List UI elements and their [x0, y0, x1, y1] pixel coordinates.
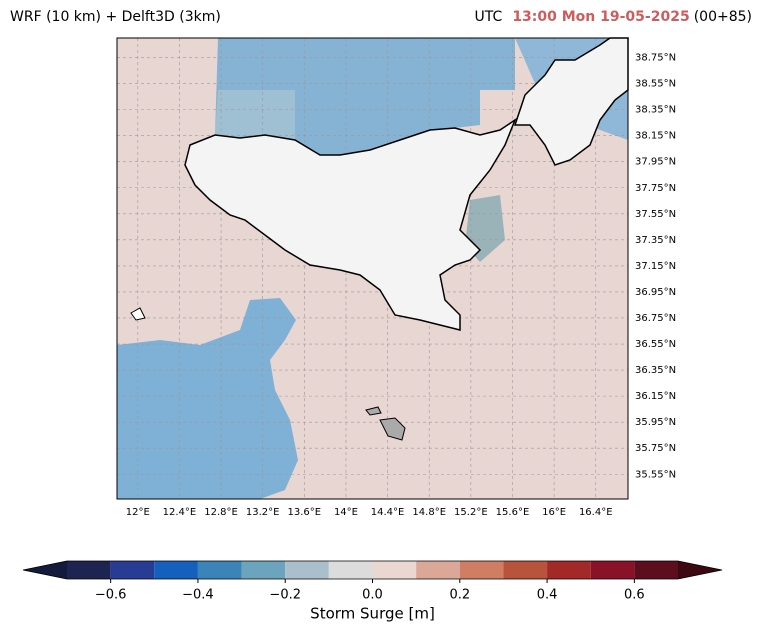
lon-tick-label: 14.8°E	[412, 507, 446, 518]
tz: UTC	[475, 9, 503, 25]
colorbar-bin	[372, 561, 417, 579]
colorbar-tick-label: 0.4	[537, 588, 558, 603]
lat-tick-label: 38.15°N	[635, 131, 676, 142]
colorbar-tick-label: 0.0	[362, 588, 383, 603]
map-frame	[116, 37, 629, 500]
lon-tick-label: 12°E	[126, 507, 150, 518]
lat-tick-label: 37.75°N	[635, 183, 676, 194]
lead: (00+85)	[694, 9, 752, 25]
colorbar-bin	[67, 561, 111, 579]
lat-tick-label: 37.55°N	[635, 209, 676, 220]
colorbar-bin	[634, 561, 678, 579]
lat-tick-label: 35.75°N	[635, 443, 676, 454]
lat-tick-label: 37.15°N	[635, 261, 676, 272]
lat-tick-label: 35.55°N	[635, 469, 676, 480]
colorbar-bin	[590, 561, 635, 579]
lat-tick-label: 36.35°N	[635, 365, 676, 376]
colorbar-bin	[241, 561, 286, 579]
lat-tick-label: 38.35°N	[635, 105, 676, 116]
gozo	[365, 406, 382, 416]
lon-tick-label: 16°E	[542, 507, 566, 518]
lon-tick-label: 15.6°E	[496, 507, 530, 518]
lat-tick-label: 38.75°N	[635, 53, 676, 64]
colorbar-bin	[328, 561, 373, 579]
colorbar-bin	[110, 561, 155, 579]
malta	[379, 417, 406, 441]
colorbar-frame	[22, 560, 723, 580]
lat-tick-label: 35.95°N	[635, 417, 676, 428]
colorbar-bin	[197, 561, 242, 579]
colorbar-label: Storm Surge [m]	[310, 605, 435, 623]
colorbar-tick-label: −0.6	[95, 588, 127, 603]
surge-patch	[215, 90, 295, 140]
lon-tick-label: 12.4°E	[163, 507, 197, 518]
colorbar-under	[23, 561, 67, 579]
lat-tick-label: 36.15°N	[635, 391, 676, 402]
lon-tick-label: 14°E	[334, 507, 358, 518]
lon-tick-label: 13.2°E	[246, 507, 280, 518]
lon-tick-label: 15.2°E	[454, 507, 488, 518]
colorbar-over	[678, 561, 722, 579]
colorbar-bin	[285, 561, 329, 579]
colorbar-tick-label: −0.2	[269, 588, 301, 603]
colorbar-bin	[154, 561, 198, 579]
lon-tick-label: 13.6°E	[288, 507, 322, 518]
sicily	[184, 118, 517, 331]
lon-tick-label: 12.8°E	[204, 507, 238, 518]
colorbar-bin	[503, 561, 548, 579]
right-title: UTC 13:00 Mon 19-05-2025 (00+85)	[475, 9, 752, 25]
island	[130, 307, 146, 321]
colorbar-tick-label: −0.4	[182, 588, 214, 603]
colorbar-tick-label: 0.2	[449, 588, 470, 603]
lat-tick-label: 37.95°N	[635, 157, 676, 168]
time: 13:00 Mon 19-05-2025	[512, 9, 689, 25]
lat-tick-label: 37.35°N	[635, 235, 676, 246]
colorbar-bin	[459, 561, 504, 579]
colorbar-bin	[416, 561, 460, 579]
lat-tick-label: 36.75°N	[635, 313, 676, 324]
lon-tick-label: 14.4°E	[371, 507, 405, 518]
surge-patch	[117, 298, 298, 499]
colorbar-bin	[547, 561, 591, 579]
lat-tick-label: 38.55°N	[635, 79, 676, 90]
lat-tick-label: 36.95°N	[635, 287, 676, 298]
lon-tick-label: 16.4°E	[579, 507, 613, 518]
left-title: WRF (10 km) + Delft3D (3km)	[10, 9, 221, 25]
colorbar-tick-label: 0.6	[624, 588, 645, 603]
lat-tick-label: 36.55°N	[635, 339, 676, 350]
surge-field	[117, 38, 628, 499]
